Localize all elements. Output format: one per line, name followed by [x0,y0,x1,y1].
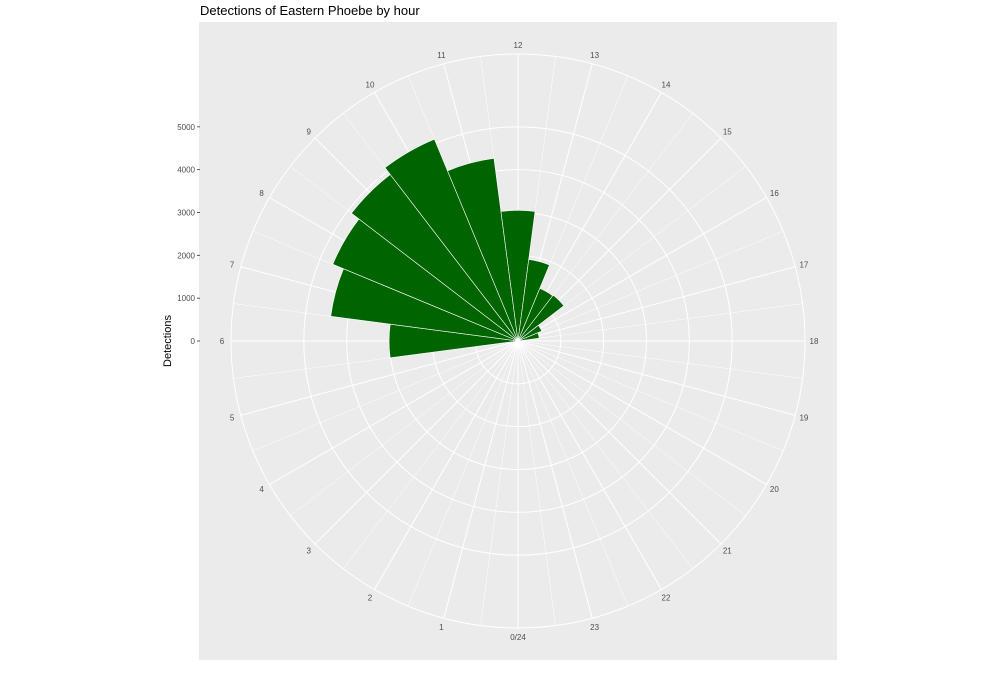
chart-title: Detections of Eastern Phoebe by hour [200,3,420,18]
minor-spoke [517,340,784,452]
bar-hour-17 [517,332,540,342]
major-spoke [517,340,662,590]
minor-spoke [517,230,784,342]
major-spoke [517,340,593,619]
y-tick-label: 4000 [177,166,195,175]
hour-label: 0/24 [510,633,526,642]
minor-spoke [252,340,519,452]
minor-spoke [517,340,693,569]
major-spoke [269,340,519,485]
hour-label: 17 [799,260,808,269]
major-spoke [517,340,796,416]
hour-label: 8 [259,189,264,198]
hour-label: 12 [514,41,523,50]
hour-label: 16 [770,189,779,198]
bar-hour-12 [500,210,536,342]
hour-label: 5 [230,414,235,423]
hour-label: 15 [723,128,732,137]
y-tick-label: 3000 [177,208,195,217]
major-spoke [517,197,767,342]
minor-spoke [517,340,803,379]
hour-label: 18 [810,337,819,346]
y-tick-label: 5000 [177,123,195,132]
minor-spoke [517,340,556,626]
minor-spoke [517,340,746,516]
major-spoke [443,340,519,619]
hour-label: 10 [366,81,375,90]
hour-label: 20 [770,485,779,494]
hour-labels: 0/24123456789101112131415161718192021222… [220,41,819,642]
minor-spoke [517,303,803,342]
major-spoke [240,340,519,416]
y-axis: 0 1000 2000 3000 4000 5000 [177,123,200,346]
minor-spoke [290,340,519,516]
bar-hour-10 [384,138,519,342]
hour-label: 2 [368,593,373,602]
minor-spoke [407,340,519,607]
bar-hour-16 [517,324,543,342]
bar-hour-13 [517,259,550,342]
hour-label: 13 [590,51,599,60]
bars-group [330,138,565,359]
y-tick-label: 1000 [177,294,195,303]
minor-spoke [343,340,519,569]
major-spoke [517,266,796,342]
hour-label: 9 [306,128,311,137]
hour-label: 3 [306,546,311,555]
hour-label: 6 [220,337,225,346]
hour-label: 22 [662,593,671,602]
y-tick-label: 2000 [177,251,195,260]
y-tick-label: 0 [191,337,196,346]
hour-label: 1 [439,623,444,632]
y-axis-title: Detections [162,315,174,367]
hour-label: 11 [437,51,446,60]
hour-label: 14 [662,81,671,90]
hour-label: 4 [259,485,264,494]
hour-label: 23 [590,623,599,632]
major-spoke [517,340,722,545]
hour-label: 19 [799,414,808,423]
minor-spoke [480,340,519,626]
hour-label: 7 [230,260,235,269]
bar-hour-11 [447,158,519,342]
bar-hour-15 [517,294,565,342]
minor-spoke [517,340,629,607]
hour-label: 21 [723,546,732,555]
major-spoke [314,340,519,545]
major-spoke [374,340,519,590]
major-spoke [517,340,767,485]
